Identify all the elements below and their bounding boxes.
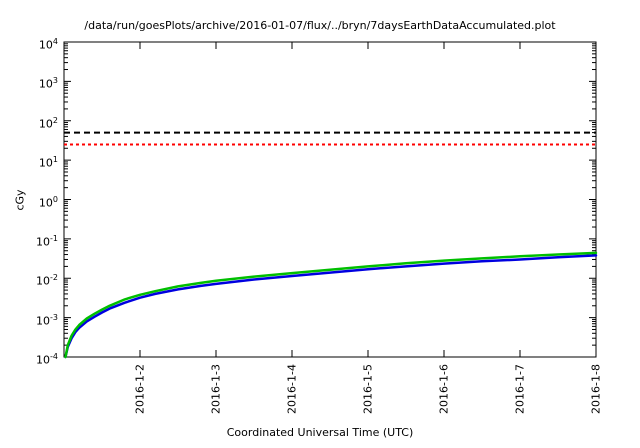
x-tick-label: 2016-1-7 (513, 364, 527, 414)
y-tick-label: 10-4 (36, 352, 58, 367)
plot-frame (63, 41, 597, 358)
x-tick-label: 2016-1-2 (133, 364, 147, 414)
x-tick-label: 2016-1-3 (209, 364, 223, 414)
y-tick-label: 103 (38, 76, 58, 92)
x-tick-label: 2016-1-4 (285, 364, 299, 414)
y-tick-label: 10-1 (36, 233, 58, 249)
y-tick-label: 101 (38, 155, 58, 170)
y-tick-label: 104 (38, 37, 58, 52)
x-tick-label: 2016-1-6 (437, 364, 451, 414)
accumulated-dose-green-line (64, 251, 598, 359)
x-tick-label: 2016-1-8 (589, 364, 603, 414)
plot-title: /data/run/goesPlots/archive/2016-01-07/f… (84, 19, 556, 32)
y-tick-label: 102 (38, 115, 58, 131)
accumulated-dose-blue-line (64, 254, 598, 359)
x-tick-label: 2016-1-5 (361, 364, 375, 414)
y-tick-label: 10-3 (36, 312, 58, 328)
x-axis-label: Coordinated Universal Time (UTC) (226, 426, 414, 439)
y-tick-label: 10-2 (36, 273, 58, 288)
y-tick-label: 100 (38, 194, 58, 210)
